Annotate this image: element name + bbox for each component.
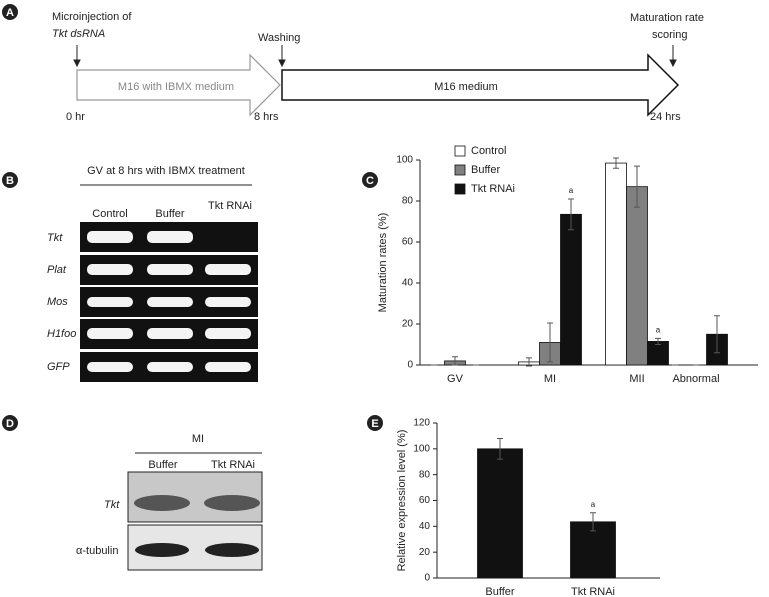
error-bar (590, 512, 596, 532)
significance-label: a (569, 186, 574, 195)
x-tick-label: Buffer (485, 586, 514, 597)
error-bar (714, 315, 720, 354)
lane-label: Tkt RNAi (211, 459, 255, 471)
stage-label: M16 medium (434, 81, 498, 93)
stage-label: M16 with IBMX medium (118, 81, 234, 93)
y-tick-label: 80 (419, 469, 431, 480)
error-bar (547, 322, 553, 363)
y-tick-label: 80 (402, 196, 414, 207)
x-tick-label: MI (544, 373, 556, 385)
significance-label: a (656, 325, 661, 334)
error-bar (452, 356, 458, 366)
panel-badge (2, 172, 18, 188)
error-bar (634, 165, 640, 208)
x-tick-label: GV (447, 373, 464, 385)
gel-title: GV at 8 hrs with IBMX treatment (87, 165, 245, 177)
gene-label: Tkt (47, 232, 63, 244)
panel-badge (2, 415, 18, 431)
gel (80, 222, 258, 382)
legend-swatch (454, 145, 466, 157)
panel-badge (2, 4, 18, 20)
event-arrows (73, 45, 677, 68)
error-bar (526, 357, 532, 367)
scoring-label: scoring (652, 29, 687, 41)
gene-label: Plat (47, 264, 67, 276)
y-tick-label: 20 (402, 319, 414, 330)
legend-swatch (454, 183, 466, 195)
x-tick-label: MII (629, 373, 644, 385)
protein-label: Tkt (104, 499, 120, 511)
legend-label: Buffer (471, 164, 500, 176)
y-tick-label: 100 (413, 443, 430, 454)
gene-label: H1foo (47, 328, 76, 340)
legend-label: Tkt RNAi (471, 183, 515, 195)
time-label: 24 hrs (650, 111, 681, 123)
lane-label: Buffer (148, 459, 177, 471)
inject-label: Microinjection of (52, 11, 132, 23)
panel-badge (362, 172, 378, 188)
panel-letter: E (371, 418, 378, 430)
stage-arrow (281, 53, 680, 117)
stage-arrow (76, 53, 281, 117)
x-tick-label: Tkt RNAi (571, 586, 615, 597)
lane-label: Control (92, 208, 127, 220)
x-tick-label: Abnormal (672, 373, 719, 385)
protein-label: α-tubulin (76, 545, 118, 557)
y-tick-label: 60 (419, 495, 431, 506)
panel-letter: A (6, 7, 14, 19)
y-tick-label: 120 (413, 418, 430, 429)
error-bar (655, 337, 661, 345)
inject-label: Tkt dsRNA (52, 28, 105, 40)
time-label: 8 hrs (254, 111, 279, 123)
y-tick-label: 40 (419, 521, 431, 532)
scoring-label: Maturation rate (630, 12, 704, 24)
y-tick-label: 40 (402, 278, 414, 289)
panel-badge (367, 415, 383, 431)
washing-label: Washing (258, 32, 300, 44)
significance-label: a (591, 500, 596, 509)
legend-swatch (454, 164, 466, 176)
y-tick-label: 0 (407, 360, 413, 371)
panel-letter: C (366, 175, 374, 187)
error-bar (568, 198, 574, 231)
blot-title: MI (192, 433, 204, 445)
y-tick-label: 20 (419, 547, 431, 558)
lane-label: Buffer (155, 208, 184, 220)
bar (477, 448, 523, 579)
blot (127, 471, 263, 571)
y-tick-label: 100 (396, 155, 413, 166)
error-bar (497, 438, 503, 460)
y-axis-label: Relative expression level (%) (396, 430, 408, 572)
bar (560, 213, 582, 366)
panel-letter: D (6, 418, 14, 430)
time-label: 0 hr (66, 111, 85, 123)
y-tick-label: 0 (424, 573, 430, 584)
gene-label: GFP (47, 361, 70, 373)
bar (626, 186, 648, 366)
lane-label: Tkt RNAi (208, 200, 252, 212)
gene-label: Mos (47, 296, 68, 308)
error-bar (613, 157, 619, 169)
y-tick-label: 60 (402, 237, 414, 248)
panel-letter: B (6, 175, 14, 187)
bar (605, 162, 627, 366)
legend-label: Control (471, 145, 506, 157)
y-axis-label: Maturation rates (%) (377, 213, 389, 313)
